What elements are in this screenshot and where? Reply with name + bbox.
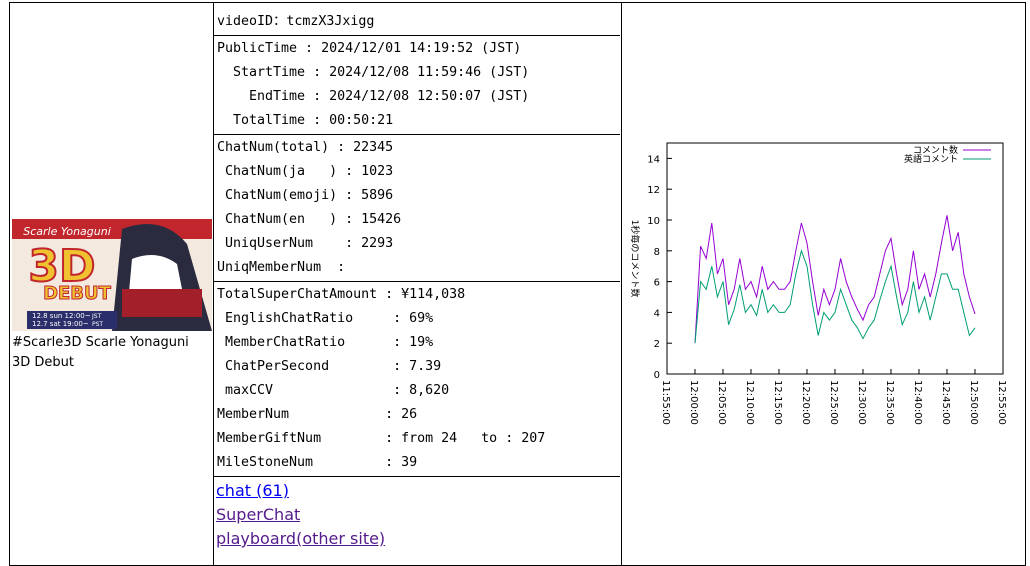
- x-tick-label: 12:20:00: [800, 380, 811, 425]
- stat-line: TotalSuperChatAmount : ¥114,038: [217, 287, 466, 302]
- thumb-date-box: [27, 311, 117, 329]
- legend-label: 英語コメント: [904, 153, 958, 165]
- y-tick-label: 12: [647, 185, 660, 196]
- stat-line: EnglishChatRatio : 69%: [217, 311, 434, 326]
- thumb-skirt: [122, 289, 202, 317]
- plot-frame: [666, 142, 1004, 375]
- stat-line: ChatNum(total) : 22345: [217, 140, 394, 155]
- separator: [214, 35, 620, 36]
- thumb-text: 12.7 sat 19:00~: [32, 320, 89, 328]
- thumbnail: Scarle Yonaguni 3D DEBUT 12.8 sun 12:00~…: [12, 219, 212, 331]
- x-tick-label: 11:55:00: [660, 380, 671, 425]
- y-tick-label: 8: [654, 247, 660, 258]
- x-tick-label: 12:55:00: [996, 380, 1007, 425]
- stat-line: ChatPerSecond : 7.39: [217, 359, 442, 374]
- thumb-text: 12.8 sun 12:00~: [32, 312, 91, 320]
- separator: [214, 281, 620, 282]
- x-tick-label: 12:45:00: [940, 380, 951, 425]
- x-tick-label: 12:15:00: [772, 380, 783, 425]
- stat-line: maxCCV : 8,620: [217, 383, 450, 398]
- x-tick-label: 12:30:00: [856, 380, 867, 425]
- stat-line: TotalTime : 00:50:21: [217, 113, 394, 128]
- y-tick-label: 4: [654, 308, 660, 319]
- stat-line: ChatNum(en ) : 15426: [217, 212, 402, 227]
- stat-line: MemberNum : 26: [217, 407, 418, 422]
- stat-line: UniqMemberNum :: [217, 260, 346, 275]
- thumb-text: PST: [92, 321, 103, 328]
- stat-line: UniqUserNum : 2293: [217, 236, 394, 251]
- x-tick-label: 12:10:00: [744, 380, 755, 425]
- link[interactable]: playboard(other site): [216, 529, 386, 548]
- stat-line: videoID：tcmzX3Jxigg: [217, 14, 375, 29]
- stat-line: ChatNum(emoji) : 5896: [217, 188, 394, 203]
- legend-label: コメント数: [913, 144, 958, 156]
- y-axis-label: 1秒毎のコメント数: [629, 220, 641, 298]
- x-tick-label: 12:00:00: [688, 380, 699, 425]
- separator: [214, 134, 620, 135]
- x-tick-label: 12:40:00: [912, 380, 923, 425]
- y-tick-label: 0: [654, 370, 660, 381]
- x-tick-label: 12:50:00: [968, 380, 979, 425]
- stat-line: EndTime : 2024/12/08 12:50:07 (JST): [217, 89, 530, 104]
- thumb-text: Scarle Yonaguni: [23, 225, 111, 238]
- stat-line: MileStoneNum : 39: [217, 455, 418, 470]
- y-tick-label: 2: [654, 339, 660, 350]
- link[interactable]: chat (61): [216, 481, 289, 500]
- y-tick-label: 6: [654, 278, 660, 289]
- thumb-text: JST: [91, 313, 102, 320]
- x-tick-label: 12:35:00: [884, 380, 895, 425]
- y-tick-label: 10: [647, 216, 660, 227]
- thumb-text: DEBUT: [43, 283, 112, 304]
- link[interactable]: SuperChat: [216, 505, 301, 524]
- stat-line: MemberChatRatio : 19%: [217, 335, 434, 350]
- stat-line: ChatNum(ja ) : 1023: [217, 164, 394, 179]
- stat-line: PublicTime : 2024/12/01 14:19:52 (JST): [217, 41, 522, 56]
- y-tick-label: 14: [647, 154, 660, 165]
- caption: #Scarle3D Scarle Yonaguni 3D Debut: [12, 335, 189, 370]
- stat-line: StartTime : 2024/12/08 11:59:46 (JST): [217, 65, 530, 80]
- series-line: [694, 249, 976, 344]
- series-line: [694, 215, 976, 344]
- separator: [214, 476, 620, 477]
- x-tick-label: 12:05:00: [716, 380, 727, 425]
- stat-line: MemberGiftNum : from 24 to : 207: [217, 431, 546, 446]
- chart: 0 2 4 6 8 10 12 14 11:55:00 12:00:00 12:05:00 12:10…: [629, 142, 1007, 425]
- thumb-text: 3D: [28, 241, 95, 292]
- x-tick-label: 12:25:00: [828, 380, 839, 425]
